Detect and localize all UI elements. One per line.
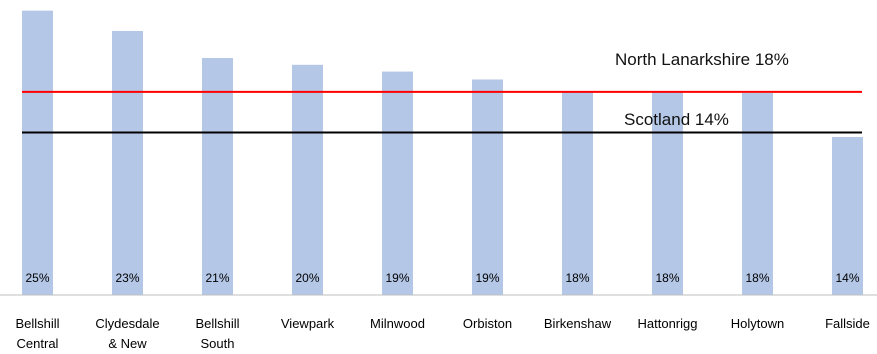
category-label-line: Orbiston [463, 316, 512, 331]
bar [22, 10, 53, 295]
category-label-line: Birkenshaw [544, 316, 612, 331]
reference-line-label: Scotland 14% [624, 110, 729, 129]
category-label-line: Milnwood [370, 316, 425, 331]
bar [292, 64, 323, 295]
category-labels-group: Bellshill Central Clydesdale & New Bellshill… [15, 316, 869, 351]
category-label: Birkenshaw [544, 316, 612, 331]
bar [832, 137, 863, 295]
data-label: 21% [205, 271, 229, 285]
data-label: 19% [385, 271, 409, 285]
bar [202, 58, 233, 295]
data-label: 19% [475, 271, 499, 285]
category-label: Clydesdale & New [95, 316, 159, 351]
category-label: Milnwood [370, 316, 425, 331]
category-label-line: Central [17, 336, 59, 351]
category-label-line: Bellshill [195, 316, 239, 331]
category-label: Orbiston [463, 316, 512, 331]
category-label-line: Clydesdale [95, 316, 159, 331]
bar [742, 93, 773, 295]
category-label-line: South [201, 336, 235, 351]
category-label-line: Holytown [731, 316, 784, 331]
reference-lines-group: North Lanarkshire 18% Scotland 14% [22, 50, 862, 134]
category-label: Holytown [731, 316, 784, 331]
category-label-line: Hattonrigg [638, 316, 698, 331]
bar [562, 91, 593, 295]
category-label-line: & New [108, 336, 147, 351]
data-label: 18% [655, 271, 679, 285]
data-label: 14% [835, 271, 859, 285]
category-label: Fallside [825, 316, 870, 331]
data-label: 18% [565, 271, 589, 285]
category-label: Bellshill Central [15, 316, 59, 351]
category-label: Viewpark [281, 316, 335, 331]
category-label-line: Bellshill [15, 316, 59, 331]
bar [652, 91, 683, 295]
data-label: 23% [115, 271, 139, 285]
bar [472, 79, 503, 296]
category-label-line: Fallside [825, 316, 870, 331]
category-label: Hattonrigg [638, 316, 698, 331]
category-label: Bellshill South [195, 316, 239, 351]
reference-line-label: North Lanarkshire 18% [615, 50, 789, 69]
category-label-line: Viewpark [281, 316, 335, 331]
data-label: 20% [295, 271, 319, 285]
bar [112, 30, 143, 295]
data-label: 25% [25, 271, 49, 285]
bar [382, 71, 413, 296]
bars-group: 25% 23% 21% 20% 19% 19% 18% 18% 18% 14% [22, 10, 863, 296]
data-label: 18% [745, 271, 769, 285]
